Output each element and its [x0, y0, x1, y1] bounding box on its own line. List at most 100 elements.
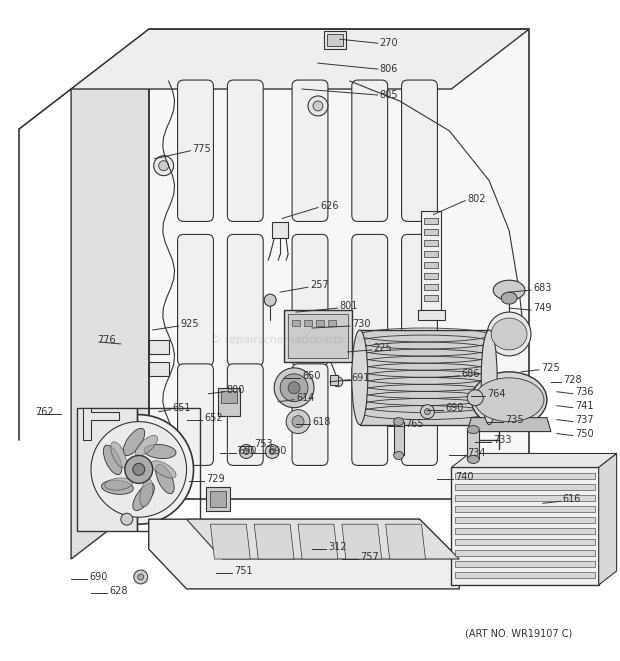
- Polygon shape: [83, 408, 119, 440]
- Text: 733: 733: [493, 434, 512, 445]
- FancyBboxPatch shape: [352, 235, 388, 366]
- Text: 728: 728: [563, 375, 582, 385]
- Text: 690: 690: [238, 446, 257, 457]
- Ellipse shape: [313, 101, 323, 111]
- Ellipse shape: [487, 312, 531, 356]
- Text: 729: 729: [206, 475, 225, 485]
- Ellipse shape: [159, 161, 169, 171]
- Bar: [284, 310, 352, 362]
- Text: 686: 686: [461, 369, 480, 379]
- Ellipse shape: [151, 461, 176, 478]
- Text: 751: 751: [234, 566, 253, 576]
- Bar: [425, 241, 438, 247]
- Bar: [455, 495, 595, 501]
- Ellipse shape: [135, 436, 157, 456]
- Ellipse shape: [138, 574, 144, 580]
- Text: 737: 737: [575, 414, 593, 424]
- Bar: [425, 251, 438, 257]
- FancyBboxPatch shape: [228, 235, 264, 366]
- Bar: [394, 422, 404, 455]
- Ellipse shape: [425, 408, 430, 414]
- FancyBboxPatch shape: [228, 364, 264, 465]
- Ellipse shape: [156, 464, 174, 494]
- Text: 312: 312: [328, 542, 347, 552]
- Bar: [137, 408, 200, 531]
- Text: 764: 764: [487, 389, 506, 399]
- Text: 690: 690: [268, 446, 286, 457]
- Text: 618: 618: [312, 416, 330, 426]
- Polygon shape: [149, 519, 459, 589]
- Polygon shape: [187, 519, 459, 559]
- Text: 776: 776: [97, 335, 115, 345]
- FancyBboxPatch shape: [402, 364, 438, 465]
- Polygon shape: [298, 524, 338, 559]
- Text: 757: 757: [360, 552, 379, 562]
- Text: 736: 736: [575, 387, 593, 397]
- Ellipse shape: [265, 444, 279, 459]
- Ellipse shape: [394, 418, 404, 426]
- Text: 801: 801: [340, 301, 358, 311]
- FancyBboxPatch shape: [177, 80, 213, 221]
- Text: 651: 651: [172, 403, 191, 412]
- FancyBboxPatch shape: [402, 235, 438, 366]
- Ellipse shape: [121, 513, 133, 525]
- Ellipse shape: [264, 294, 276, 306]
- Bar: [316, 320, 324, 326]
- Text: (ART NO. WR19107 C): (ART NO. WR19107 C): [466, 629, 573, 639]
- Text: 762: 762: [35, 407, 54, 416]
- Ellipse shape: [308, 96, 328, 116]
- Text: 652: 652: [205, 412, 223, 422]
- Bar: [455, 561, 595, 567]
- FancyBboxPatch shape: [402, 80, 438, 221]
- Ellipse shape: [352, 330, 368, 424]
- Polygon shape: [599, 453, 617, 585]
- Bar: [467, 430, 479, 459]
- Text: 270: 270: [379, 38, 398, 48]
- Bar: [455, 517, 595, 524]
- Text: 741: 741: [575, 401, 593, 410]
- Bar: [455, 528, 595, 534]
- Text: 735: 735: [505, 414, 524, 424]
- Text: 628: 628: [109, 586, 127, 596]
- Text: 690: 690: [445, 403, 464, 412]
- Text: 691: 691: [352, 373, 370, 383]
- Bar: [206, 487, 231, 511]
- Ellipse shape: [144, 444, 176, 459]
- Text: 925: 925: [180, 319, 199, 329]
- Text: 730: 730: [352, 319, 370, 329]
- Polygon shape: [386, 524, 425, 559]
- Polygon shape: [71, 29, 529, 89]
- Ellipse shape: [243, 449, 249, 455]
- Text: 775: 775: [193, 143, 211, 154]
- Bar: [425, 229, 438, 235]
- Text: 616: 616: [563, 494, 581, 504]
- Text: 749: 749: [533, 303, 552, 313]
- Ellipse shape: [140, 479, 153, 507]
- Bar: [149, 362, 169, 376]
- Bar: [455, 550, 595, 556]
- Polygon shape: [210, 524, 250, 559]
- Bar: [451, 467, 599, 585]
- Bar: [218, 388, 241, 416]
- Polygon shape: [360, 330, 489, 424]
- Ellipse shape: [501, 292, 517, 304]
- FancyBboxPatch shape: [292, 364, 328, 465]
- Ellipse shape: [481, 330, 497, 424]
- Bar: [288, 314, 348, 358]
- FancyBboxPatch shape: [352, 364, 388, 465]
- Ellipse shape: [269, 449, 275, 455]
- Bar: [455, 506, 595, 512]
- Ellipse shape: [394, 451, 404, 459]
- Text: 802: 802: [467, 194, 486, 204]
- FancyBboxPatch shape: [177, 364, 213, 465]
- Text: 690: 690: [89, 572, 107, 582]
- Bar: [455, 572, 595, 578]
- Bar: [328, 320, 336, 326]
- Ellipse shape: [239, 444, 253, 459]
- Text: 626: 626: [320, 200, 339, 210]
- Bar: [221, 391, 237, 403]
- Ellipse shape: [493, 280, 525, 300]
- Ellipse shape: [105, 478, 133, 490]
- Ellipse shape: [154, 156, 174, 176]
- Bar: [425, 295, 438, 301]
